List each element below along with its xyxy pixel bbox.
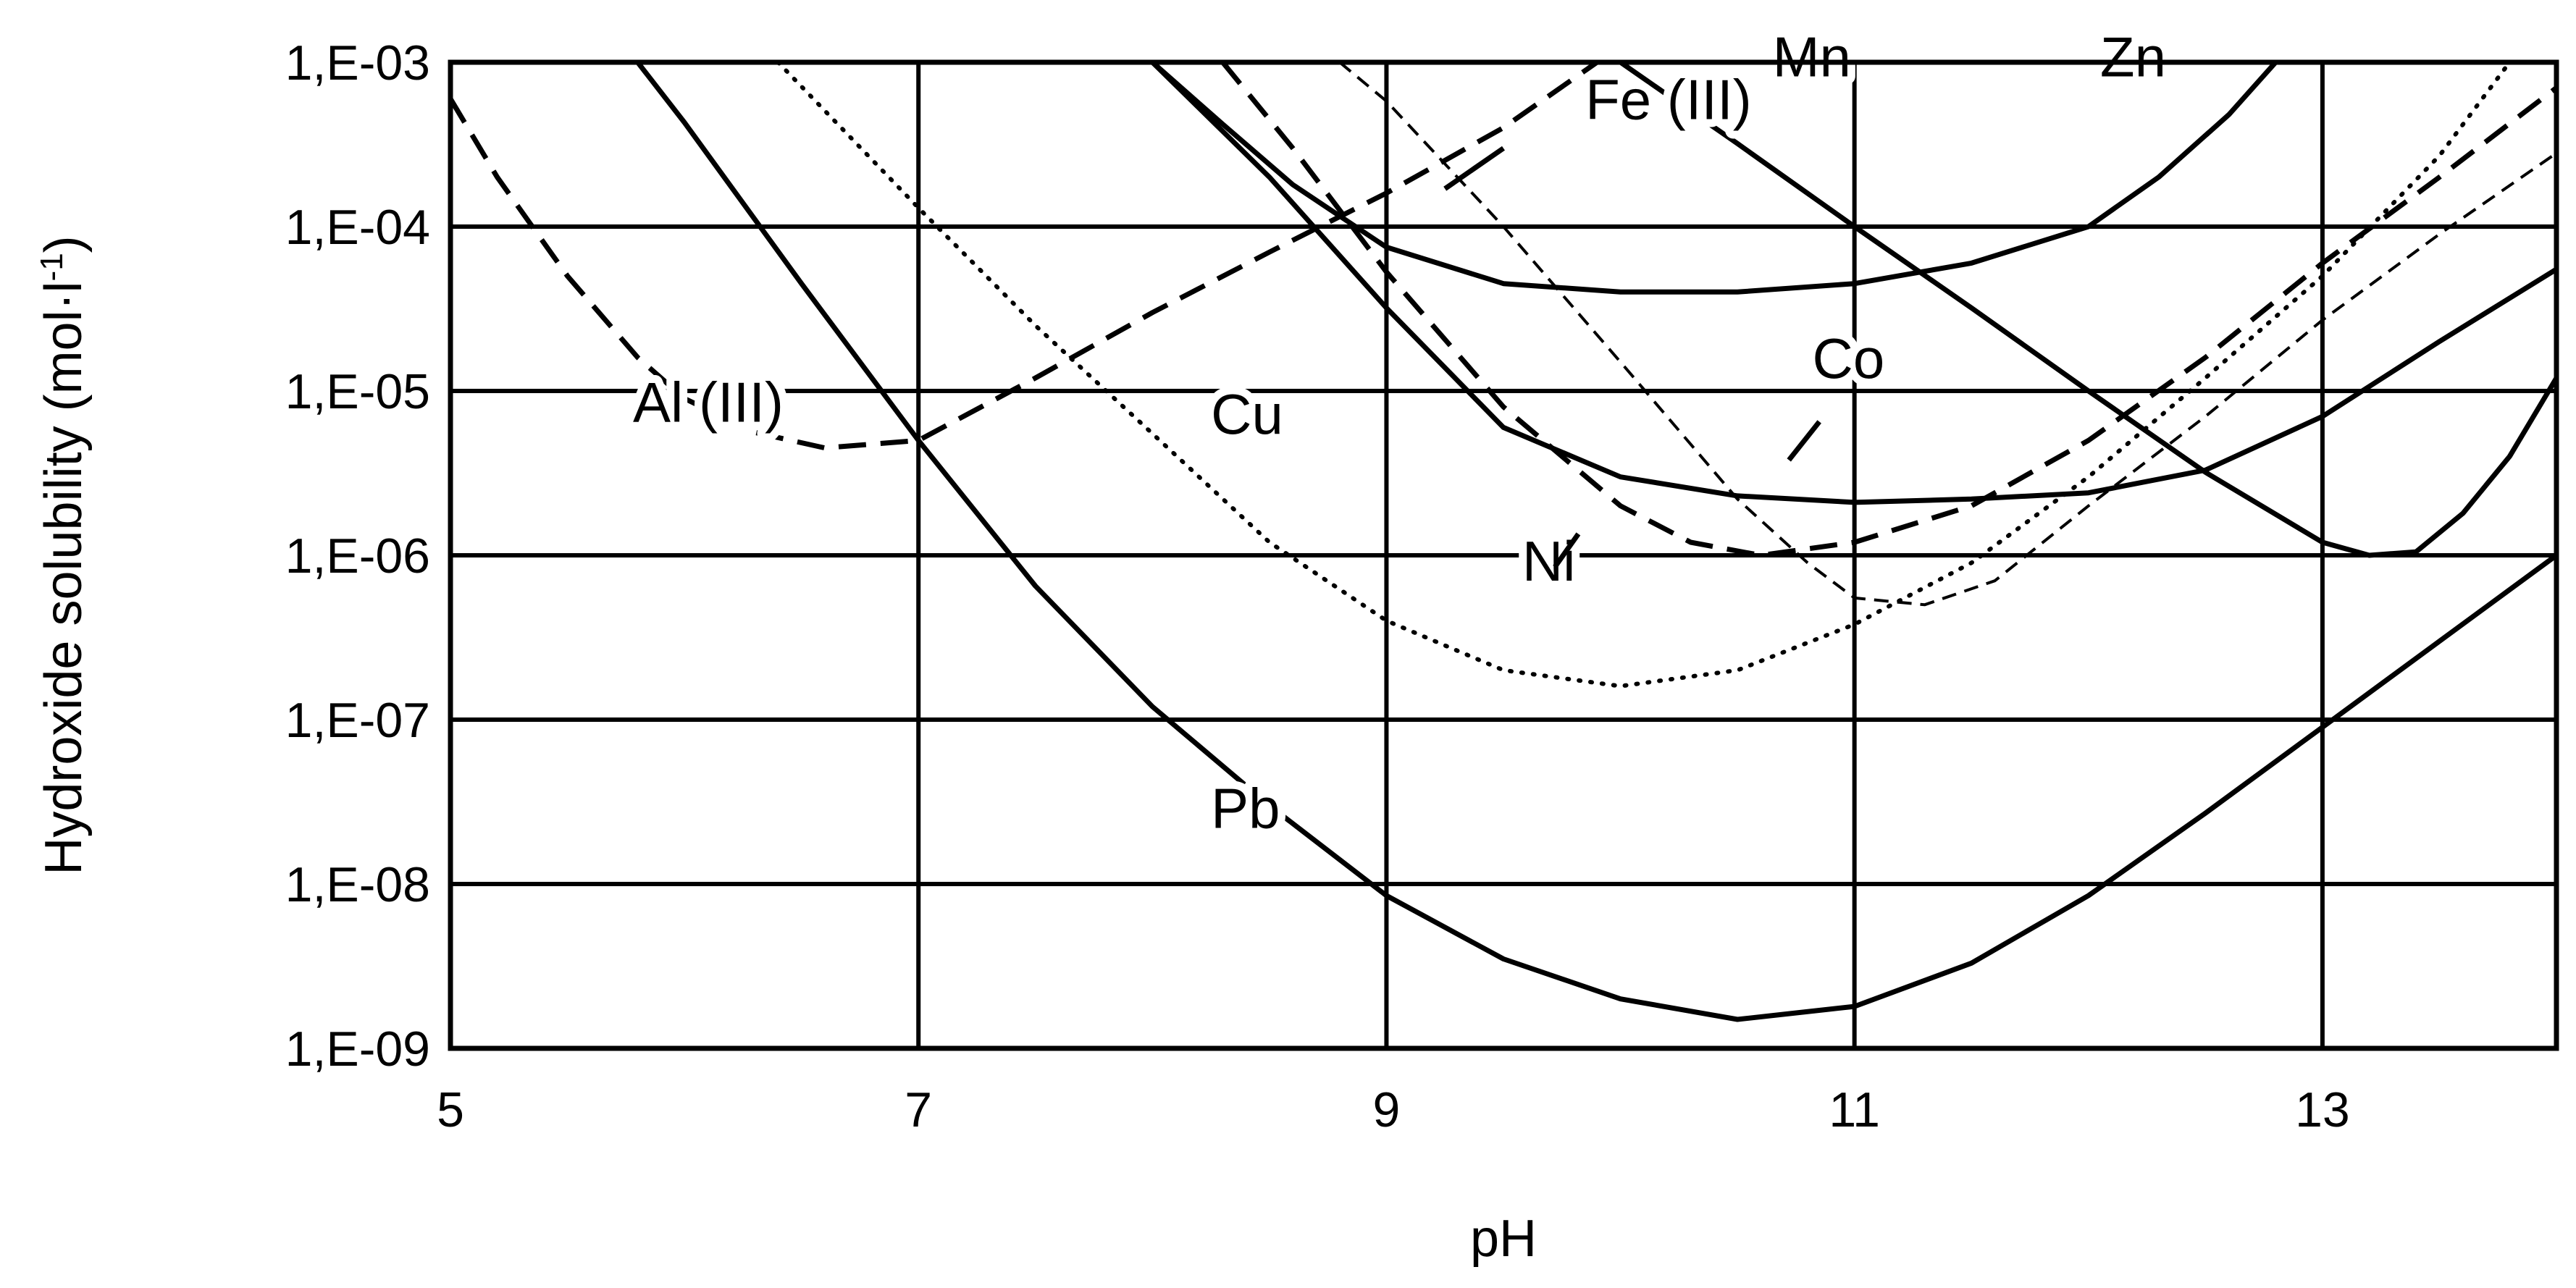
svg-text:Ni: Ni	[1522, 529, 1576, 593]
svg-text:Ni: Ni	[1522, 529, 1576, 593]
x-axis-title: pH	[1470, 1210, 1537, 1268]
y-tick-label: 1,E-04	[285, 200, 430, 255]
y-axis-title: Hydroxide solubility (mol·l-1)	[34, 235, 93, 875]
x-tick-label: 11	[1829, 1082, 1880, 1137]
series-layer	[448, 59, 2559, 1022]
series-line-pb	[635, 60, 2559, 1022]
svg-text:Cu: Cu	[1211, 382, 1283, 446]
svg-text:Pb: Pb	[1211, 776, 1280, 840]
x-tick-label: 7	[905, 1082, 932, 1137]
svg-text:Mn: Mn	[1773, 25, 1851, 89]
svg-text:Zn: Zn	[2100, 25, 2166, 89]
svg-text:Pb: Pb	[1211, 776, 1280, 840]
svg-text:Co: Co	[1813, 327, 1885, 390]
y-axis-title-main: Hydroxide solubility (mol·l	[35, 281, 93, 875]
y-tick-label: 1,E-05	[285, 364, 430, 419]
label-leader-line	[1553, 532, 1581, 569]
series-line-ni	[1220, 60, 2559, 558]
y-tick-label: 1,E-07	[285, 693, 430, 748]
series-label-fe-iii: Fe (III)Fe (III)	[1577, 60, 1760, 140]
series-line-fe-ii	[1338, 61, 2558, 607]
y-tick-label: 1,E-09	[285, 1022, 430, 1077]
svg-text:Fe (III): Fe (III)	[1585, 68, 1752, 132]
x-tick-label: 9	[1373, 1082, 1401, 1137]
grid	[448, 60, 2556, 1051]
svg-text:Al (III): Al (III)	[633, 370, 784, 434]
series-line-zn	[1150, 60, 2278, 295]
svg-text:Fe (III): Fe (III)	[1585, 68, 1752, 132]
y-axis-title-close: )	[35, 235, 93, 253]
x-tick-label: 5	[437, 1082, 464, 1137]
svg-text:Al (III): Al (III)	[633, 370, 784, 434]
svg-text:Zn: Zn	[2100, 25, 2166, 89]
y-tick-label: 1,E-03	[285, 35, 430, 91]
plot-frame	[448, 59, 2559, 1051]
tick-labels: 5 7 9 11 13 1,E-09 1,E-08 1,E-07 1,E-06 1,E-05 1,E…	[285, 35, 2350, 1137]
y-axis-title-superscript: -1	[34, 253, 70, 281]
series-line-co	[1150, 60, 2558, 505]
x-tick-label: 13	[2295, 1082, 2350, 1137]
label-leader-line	[1443, 146, 1505, 191]
svg-text:Cu: Cu	[1211, 382, 1283, 446]
series-line-mn	[1619, 60, 2559, 558]
svg-text:Co: Co	[1813, 327, 1885, 390]
y-tick-label: 1,E-06	[285, 529, 430, 584]
label-leader-line	[1787, 420, 1821, 462]
series-label-al-iii: Al (III)Al (III)	[625, 362, 792, 442]
y-tick-label: 1,E-08	[285, 857, 430, 912]
svg-text:Mn: Mn	[1773, 25, 1851, 89]
series-line-al-iii	[448, 60, 1599, 451]
